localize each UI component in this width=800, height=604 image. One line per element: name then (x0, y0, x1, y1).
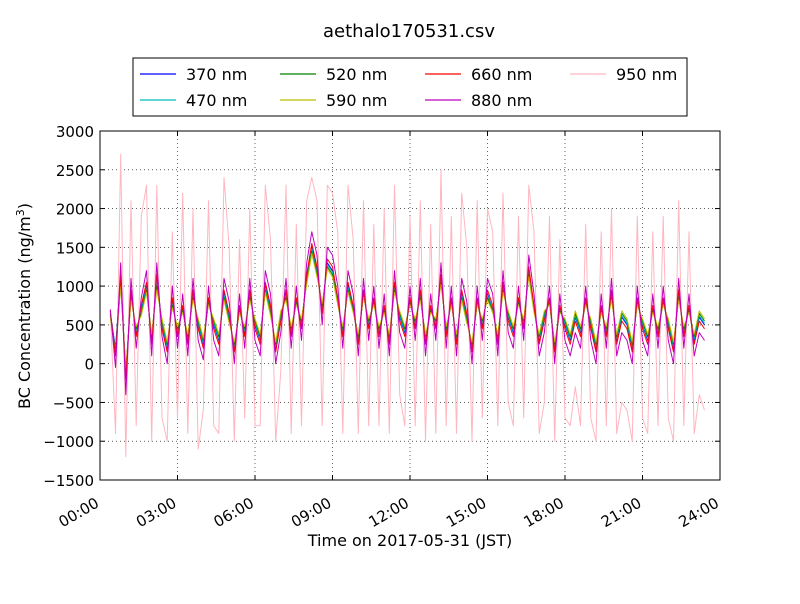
y-tick-label: −1500 (43, 472, 94, 490)
grid (100, 131, 720, 480)
x-axis-label: Time on 2017-05-31 (JST) (307, 531, 512, 550)
legend-label: 880 nm (471, 91, 532, 110)
legend-label: 370 nm (186, 65, 247, 84)
x-tick-label: 12:00 (366, 494, 412, 531)
x-tick-label: 06:00 (211, 494, 257, 531)
x-tick-label: 00:00 (56, 494, 102, 531)
y-tick-label: −500 (53, 394, 94, 412)
y-tick-label: 1500 (56, 239, 94, 257)
y-tick-label: 500 (65, 317, 94, 335)
y-tick-label: 2000 (56, 201, 94, 219)
x-tick-label: 21:00 (598, 494, 644, 531)
y-tick-label: 2500 (56, 162, 94, 180)
legend: 370 nm 470 nm 520 nm 590 nm 660 nm 880 nm 950 … (140, 65, 677, 110)
y-tick-labels: −1500 −1000 −500 0 500 1000 1500 2000 2500 3000 (43, 123, 94, 490)
y-tick-label: −1000 (43, 433, 94, 451)
ticks (99, 130, 721, 481)
y-axis-label-close: ) (15, 203, 34, 209)
series-layer (109, 153, 705, 458)
y-tick-label: 1000 (56, 278, 94, 296)
legend-box (132, 57, 688, 117)
legend-label: 590 nm (326, 91, 387, 110)
x-tick-label: 09:00 (288, 494, 334, 531)
x-tick-labels: 00:00 03:00 06:00 09:00 12:00 15:00 18:00 21:00… (56, 494, 722, 531)
y-axis-label-main: BC Concentration (ng/m (15, 216, 34, 409)
chart-title: aethalo170531.csv (323, 21, 495, 42)
series-line-880-nm (109, 231, 705, 396)
x-tick-label: 15:00 (443, 494, 489, 531)
y-axis-label-superscript: 3 (14, 209, 27, 216)
legend-label: 470 nm (186, 91, 247, 110)
x-tick-label: 24:00 (676, 494, 722, 531)
legend-label: 950 nm (616, 65, 677, 84)
y-tick-label: 3000 (56, 123, 94, 141)
y-tick-label: 0 (84, 356, 94, 374)
series-line-950-nm (109, 153, 705, 458)
x-tick-label: 03:00 (133, 494, 179, 531)
legend-label: 520 nm (326, 65, 387, 84)
x-tick-label: 18:00 (521, 494, 567, 531)
y-axis-label: BC Concentration (ng/m3) (14, 203, 34, 409)
legend-label: 660 nm (471, 65, 532, 84)
